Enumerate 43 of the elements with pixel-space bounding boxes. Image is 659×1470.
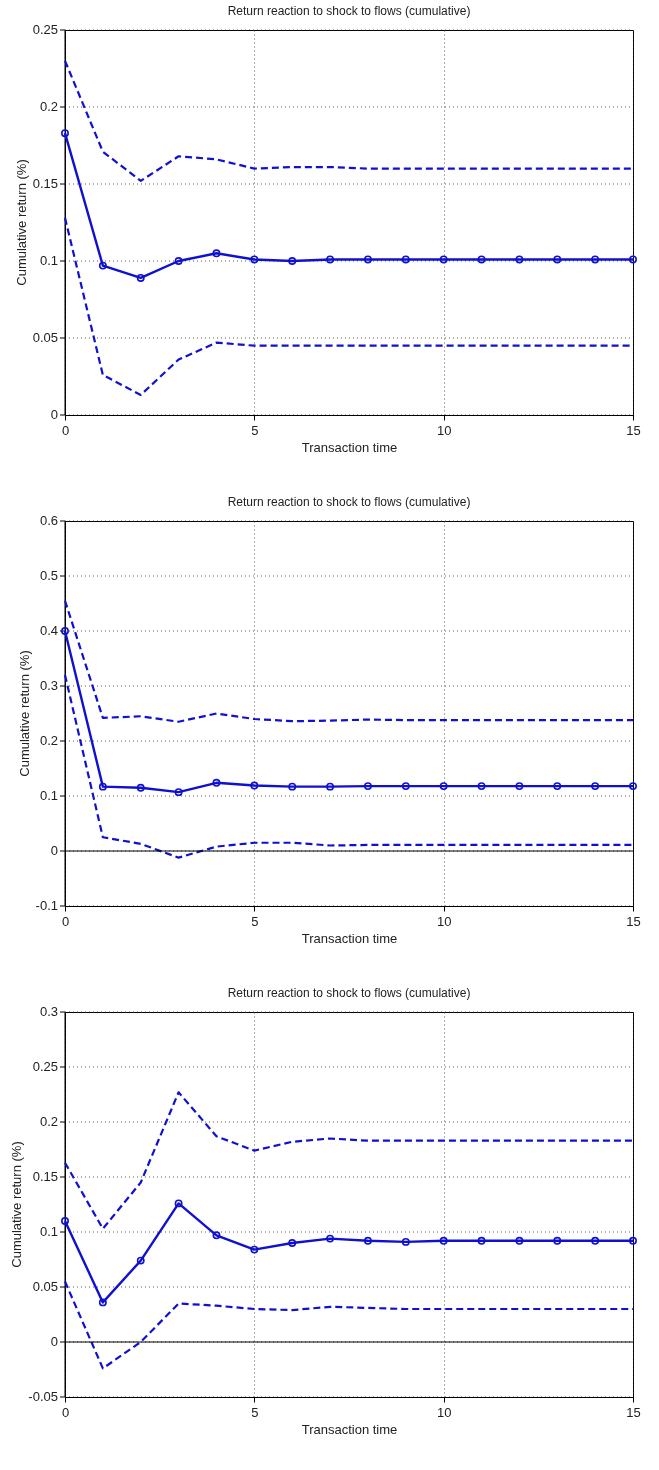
y-tick-label: -0.05 xyxy=(28,1389,58,1404)
y-tick-label: 0.1 xyxy=(39,788,58,803)
y-tick-label: 0.25 xyxy=(32,1059,58,1074)
x-tick-label: 0 xyxy=(61,1404,70,1420)
y-tick-label: 0.05 xyxy=(32,1279,58,1294)
y-tick-label: 0 xyxy=(50,1334,58,1349)
y-axis-title: Cumulative return (%) xyxy=(13,159,29,286)
y-tick-label: 0.15 xyxy=(32,176,58,191)
y-tick-label: 0.3 xyxy=(39,678,58,693)
x-axis-title: Transaction time xyxy=(301,1421,398,1437)
x-tick-label: 15 xyxy=(626,422,641,438)
x-axis-title: Transaction time xyxy=(301,930,398,946)
x-tick-label: 15 xyxy=(626,1404,641,1420)
y-axis-title: Cumulative return (%) xyxy=(9,1141,25,1268)
y-tick-label: 0.6 xyxy=(39,513,58,528)
y-axis-title: Cumulative return (%) xyxy=(16,650,32,777)
x-tick-label: 10 xyxy=(436,913,452,929)
y-tick-label: 0.15 xyxy=(32,1169,58,1184)
x-tick-label: 5 xyxy=(251,422,259,438)
x-tick-label: 15 xyxy=(626,913,641,929)
x-tick-label: 0 xyxy=(61,913,70,929)
y-tick-label: 0.1 xyxy=(39,1224,58,1239)
chart-title: Return reaction to shock to flows (cumulative) xyxy=(227,495,471,509)
x-tick-label: 5 xyxy=(251,913,259,929)
x-tick-label: 5 xyxy=(251,1404,259,1420)
x-axis-title: Transaction time xyxy=(301,439,398,455)
y-tick-label: 0 xyxy=(50,407,58,422)
y-tick-label: 0.2 xyxy=(39,1114,58,1129)
y-tick-label: 0.25 xyxy=(32,22,58,37)
chart-title: Return reaction to shock to flows (cumulative) xyxy=(227,986,471,1000)
y-tick-label: 0.3 xyxy=(39,1004,58,1019)
x-tick-label: 10 xyxy=(436,422,452,438)
chart-title: Return reaction to shock to flows (cumulative) xyxy=(227,4,471,18)
y-tick-label: 0 xyxy=(50,843,58,858)
x-tick-label: 0 xyxy=(61,422,70,438)
y-tick-label: 0.05 xyxy=(32,330,58,345)
y-tick-label: -0.1 xyxy=(35,898,58,913)
y-tick-label: 0.2 xyxy=(39,733,58,748)
y-tick-label: 0.4 xyxy=(39,623,58,638)
y-tick-label: 0.5 xyxy=(39,568,58,583)
x-tick-label: 10 xyxy=(436,1404,452,1420)
y-tick-label: 0.2 xyxy=(39,99,58,114)
y-tick-label: 0.1 xyxy=(39,253,58,268)
